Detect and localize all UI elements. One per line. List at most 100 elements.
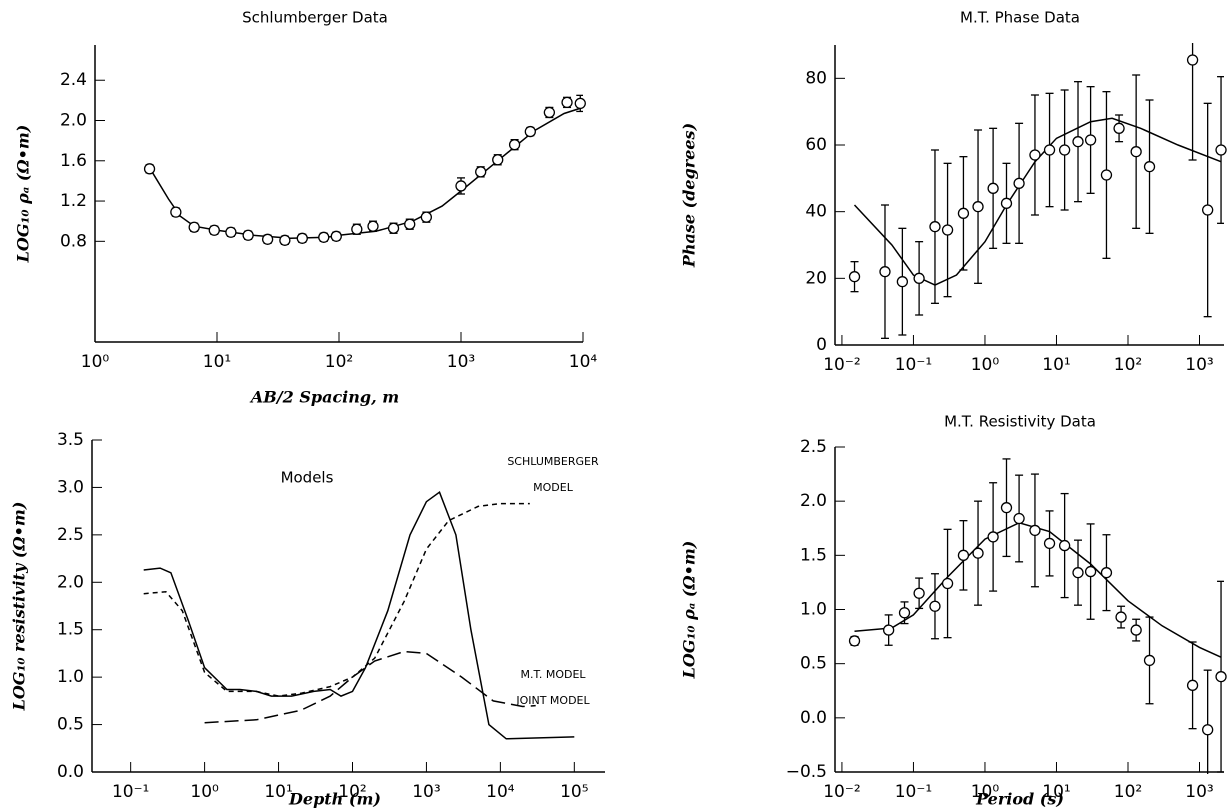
data-point — [1058, 144, 1071, 156]
data-point — [941, 577, 954, 590]
model-line — [204, 650, 536, 724]
error-bar — [1188, 43, 1197, 161]
data-point — [261, 233, 274, 245]
x-tick-label: 10⁴ — [569, 352, 598, 372]
x-tick-label: 10³ — [1185, 782, 1213, 802]
data-point — [188, 221, 200, 233]
data-point — [524, 125, 536, 138]
data-point — [1072, 567, 1084, 579]
data-point — [848, 271, 861, 283]
data-point — [1186, 54, 1199, 66]
y-tick-label: 0.5 — [800, 654, 827, 674]
series-label: M.T. MODEL — [520, 668, 586, 681]
data-point — [1202, 204, 1214, 216]
y-tick-label: 1.5 — [57, 620, 84, 640]
y-tick-label: 2.0 — [800, 491, 827, 511]
data-point — [1013, 512, 1025, 525]
data-point — [987, 182, 999, 194]
data-point — [957, 549, 970, 561]
data-point — [1100, 169, 1113, 181]
data-point — [898, 607, 911, 619]
y-tick-label: −0.5 — [786, 762, 827, 782]
y-tick-label: 1.0 — [800, 600, 827, 620]
data-point — [279, 234, 291, 246]
data-point — [1202, 724, 1214, 736]
series-label: SCHLUMBERGER MODEL — [507, 455, 599, 494]
data-point — [882, 624, 895, 636]
data-point — [330, 230, 342, 242]
y-tick-label: 2.4 — [60, 70, 87, 90]
data-point — [208, 224, 220, 236]
y-axis-label: LOG₁₀ ρₐ (Ω•m) — [14, 125, 33, 264]
y-tick-label: 1.0 — [57, 667, 84, 687]
y-tick-label: 40 — [805, 202, 827, 222]
data-point — [420, 211, 433, 223]
x-tick-label: 10² — [338, 782, 366, 802]
data-point — [1000, 502, 1013, 514]
x-tick-label: 10⁻² — [823, 355, 860, 375]
model-curve — [853, 117, 1222, 286]
y-axis-label: LOG₁₀ ρₐ (Ω•m) — [680, 541, 699, 680]
data-point — [941, 224, 954, 236]
x-tick-label: 10¹ — [1042, 355, 1070, 375]
data-point — [1000, 197, 1013, 209]
data-point — [1084, 134, 1097, 146]
y-tick-label: 0 — [816, 335, 827, 355]
data-point — [404, 218, 416, 230]
x-tick-label: 10³ — [447, 352, 475, 372]
data-point — [1100, 567, 1113, 579]
y-axis-label: LOG₁₀ resistivity (Ω•m) — [10, 502, 29, 712]
x-tick-label: 10⁴ — [486, 782, 515, 802]
model-curve — [148, 106, 583, 240]
data-point — [225, 226, 237, 238]
data-point — [1115, 611, 1127, 623]
data-point — [1130, 624, 1142, 636]
data-point — [387, 222, 400, 234]
y-tick-label: 2.5 — [800, 437, 827, 457]
data-point — [1029, 524, 1041, 537]
data-point — [1043, 537, 1056, 550]
data-point — [1084, 565, 1097, 578]
x-tick-label: 10² — [1114, 782, 1142, 802]
chart: Models Depth (m) LOG₁₀ resistivity (Ω•m) 10… — [10, 430, 605, 809]
y-tick-label: 80 — [805, 68, 827, 88]
x-tick-label: 10³ — [412, 782, 440, 802]
y-tick-label: 1.5 — [800, 545, 827, 565]
x-tick-label: 10⁻¹ — [895, 782, 932, 802]
data-point — [455, 180, 467, 192]
data-point — [1143, 654, 1156, 667]
data-point — [242, 229, 254, 241]
data-point — [957, 207, 970, 219]
data-point — [543, 106, 556, 119]
y-tick-label: 0.0 — [800, 708, 827, 728]
data-point — [1113, 122, 1125, 134]
y-axis-label: Phase (degrees) — [680, 123, 699, 268]
y-tick-label: 0.5 — [57, 715, 84, 735]
y-tick-label: 2.5 — [57, 525, 84, 545]
data-point — [574, 97, 586, 110]
chart: M.T. Resistivity Data Period (s) LOG₁₀ ρₐ … — [680, 413, 1227, 809]
x-tick-label: 10⁻² — [823, 782, 860, 802]
data-point — [913, 272, 925, 284]
model-line — [143, 491, 575, 740]
x-tick-label: 10¹ — [1042, 782, 1070, 802]
data-point — [367, 220, 379, 232]
data-point — [1186, 679, 1199, 691]
x-tick-label: 10⁰ — [971, 782, 1000, 802]
data-point — [143, 163, 156, 175]
data-point — [561, 96, 573, 109]
x-tick-label: 10⁰ — [81, 352, 110, 372]
x-tick-label: 10¹ — [203, 352, 231, 372]
y-tick-label: 1.2 — [60, 191, 87, 211]
y-tick-label: 0.0 — [57, 762, 84, 782]
data-point — [296, 232, 308, 244]
data-point — [987, 531, 999, 543]
x-axis-label: Depth (m) — [288, 790, 381, 809]
x-axis-label: AB/2 Spacing, m — [249, 388, 399, 407]
x-tick-label: 10⁻¹ — [895, 355, 932, 375]
x-tick-label: 10¹ — [264, 782, 292, 802]
data-point — [972, 547, 984, 559]
chart-title: Models — [281, 469, 334, 487]
x-tick-label: 10³ — [1185, 355, 1213, 375]
